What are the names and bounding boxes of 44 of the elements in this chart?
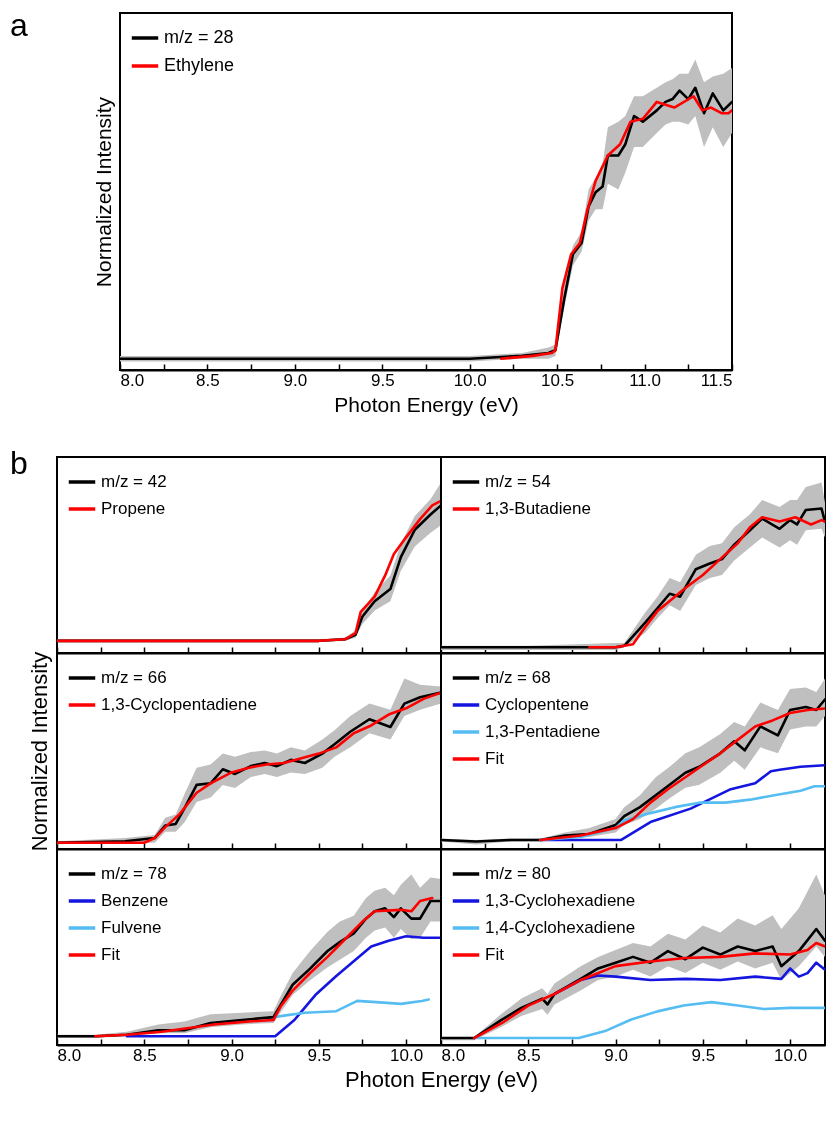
x-tick-label: 8.5 bbox=[516, 1045, 541, 1065]
x-tick-label: 8.5 bbox=[132, 1045, 157, 1065]
legend-label: m/z = 66 bbox=[101, 668, 167, 687]
legend-label: m/z = 80 bbox=[485, 864, 551, 883]
x-tick-label: 10.5 bbox=[541, 370, 575, 390]
legend-label: m/z = 54 bbox=[485, 472, 551, 491]
legend-label: m/z = 68 bbox=[485, 668, 551, 687]
legend-label: m/z = 28 bbox=[164, 27, 234, 47]
x-tick-label: 9.5 bbox=[370, 370, 395, 390]
y-axis-title: Normalized Intensity bbox=[26, 651, 52, 852]
legend-label: Fit bbox=[485, 749, 505, 768]
legend-label: Cyclopentene bbox=[485, 695, 589, 714]
legend-label: Fit bbox=[485, 945, 505, 964]
x-tick-label: 10.0 bbox=[453, 370, 487, 390]
legend-label: Fit bbox=[101, 945, 121, 964]
x-tick-label: 9.5 bbox=[307, 1045, 332, 1065]
x-tick-label: 9.5 bbox=[691, 1045, 716, 1065]
chart-title: a bbox=[10, 7, 28, 43]
x-tick-label: 8.0 bbox=[120, 370, 145, 390]
x-axis-title: Photon Energy (eV) bbox=[334, 392, 519, 416]
legend-label: Propene bbox=[101, 499, 166, 518]
legend-label: 1,3-Butadiene bbox=[485, 499, 591, 518]
x-tick-label: 8.0 bbox=[57, 1045, 82, 1065]
legend-label: m/z = 42 bbox=[101, 472, 167, 491]
legend-label: Fulvene bbox=[101, 918, 162, 937]
legend-label: Benzene bbox=[101, 891, 169, 910]
x-tick-label: 10.0 bbox=[774, 1045, 808, 1065]
legend-label: 1,3-Pentadiene bbox=[485, 722, 601, 741]
x-tick-label: 9.0 bbox=[604, 1045, 628, 1065]
y-axis-title: Normalized Intensity bbox=[91, 96, 115, 288]
x-tick-label: 8.5 bbox=[196, 370, 220, 390]
x-tick-label: 8.0 bbox=[441, 1045, 466, 1065]
legend-label: Ethylene bbox=[164, 55, 235, 75]
legend-label: 1,3-Cyclohexadiene bbox=[485, 891, 636, 910]
x-tick-label: 11.0 bbox=[629, 370, 661, 390]
x-tick-label: 9.0 bbox=[220, 1045, 244, 1065]
legend-label: 1,4-Cyclohexadiene bbox=[485, 918, 636, 937]
x-tick-label: 11.5 bbox=[700, 370, 733, 390]
x-tick-label: 10.0 bbox=[390, 1045, 424, 1065]
x-axis-title: Photon Energy (eV) bbox=[344, 1066, 539, 1092]
legend-label: 1,3-Cyclopentadiene bbox=[101, 695, 257, 714]
x-tick-label: 9.0 bbox=[283, 370, 308, 390]
chart-title: b bbox=[10, 445, 28, 481]
legend-label: m/z = 78 bbox=[101, 864, 167, 883]
